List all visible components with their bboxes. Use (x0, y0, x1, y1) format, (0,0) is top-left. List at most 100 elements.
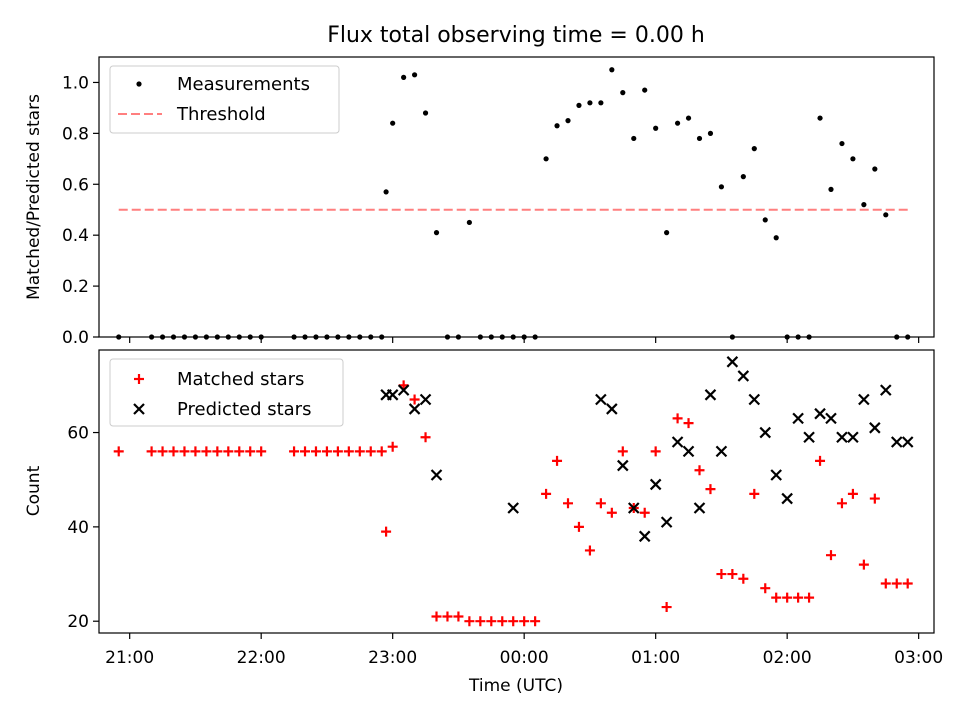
bottom-marks (113, 356, 914, 627)
y-tick-label: 1.0 (62, 73, 89, 93)
predicted-stars-point (682, 445, 695, 458)
legend-plus-marker (134, 374, 144, 384)
predicted-stars-point (671, 436, 684, 448)
measurement-point (685, 115, 692, 121)
matched-stars-point (793, 592, 804, 603)
bottom-legend: Matched stars Predicted stars (109, 358, 344, 427)
x-tick-label: 03:00 (894, 648, 943, 668)
measurement-point (422, 110, 429, 116)
matched-stars-point (541, 488, 552, 499)
matched-stars-point (804, 592, 815, 603)
matched-stars-point (113, 446, 124, 457)
matched-stars-point (530, 616, 541, 627)
matched-stars-point (782, 592, 793, 603)
predicted-stars-point (408, 403, 421, 415)
predicted-stars-point (704, 389, 717, 401)
x-tick-label: 02:00 (763, 648, 812, 668)
legend-label-measurements: Measurements (177, 74, 310, 95)
matched-stars-point (815, 455, 826, 466)
matched-stars-point (387, 441, 398, 452)
matched-stars-point (617, 446, 628, 457)
matched-stars-point (409, 394, 420, 405)
matched-stars-point (365, 446, 376, 457)
top-ylabel: Matched/Predicted stars (24, 94, 44, 300)
matched-stars-point (891, 578, 902, 589)
matched-stars-point (256, 446, 267, 457)
matched-stars-point (332, 446, 343, 457)
measurement-point (598, 100, 604, 106)
bottom-panel: 20 40 60 21:00 22:00 23:00 00:00 01:00 02:00 03:… (24, 349, 943, 696)
x-tick-label: 21:00 (105, 648, 154, 668)
predicted-stars-point (617, 459, 629, 472)
measurement-point (565, 118, 571, 124)
matched-stars-point (902, 578, 913, 589)
matched-stars-point (508, 616, 519, 627)
predicted-stars-point (693, 502, 706, 514)
matched-stars-point (771, 592, 782, 603)
predicted-stars-point (397, 384, 410, 396)
predicted-stars-point (792, 412, 804, 425)
matched-stars-point (552, 455, 563, 466)
matched-stars-point (869, 493, 880, 504)
matched-stars-point (343, 446, 354, 457)
y-tick-label: 0.4 (62, 226, 89, 246)
y-tick-label: 0.0 (62, 328, 89, 348)
predicted-stars-point (638, 530, 651, 543)
measurement-point (828, 186, 834, 192)
matched-stars-point (727, 569, 738, 580)
predicted-stars-point (386, 389, 399, 401)
predicted-stars-point (715, 445, 728, 458)
measurement-point (554, 123, 560, 129)
measurement-point (390, 120, 396, 126)
matched-stars-point (168, 446, 179, 457)
predicted-stars-point (858, 393, 870, 406)
matched-stars-point (223, 446, 234, 457)
measurement-point (751, 146, 757, 152)
measurement-point (642, 87, 648, 93)
matched-stars-point (179, 446, 190, 457)
measurement-point (664, 230, 670, 236)
measurement-point (740, 174, 746, 180)
legend-box (109, 358, 344, 427)
matched-stars-point (497, 616, 508, 627)
predicted-stars-point (430, 469, 443, 481)
measurement-point (850, 156, 856, 162)
matched-stars-point (760, 583, 771, 594)
top-frame (98, 56, 935, 338)
x-axis-label: Time (UTC) (468, 676, 563, 696)
matched-stars-point (381, 526, 392, 537)
matched-stars-point (683, 418, 694, 429)
measurement-point (707, 130, 714, 136)
matched-stars-point (431, 611, 442, 622)
measurement-point (773, 235, 779, 241)
bottom-xticks: 21:00 22:00 23:00 00:00 01:00 02:00 03:00 (105, 633, 943, 668)
y-tick-label: 60 (67, 424, 89, 444)
bottom-yticks: 20 40 60 (67, 424, 99, 632)
predicted-stars-point (737, 370, 750, 382)
legend-label-threshold: Threshold (176, 104, 266, 125)
matched-stars-point (584, 545, 595, 556)
bottom-ylabel: Count (24, 465, 44, 516)
matched-stars-point (825, 550, 836, 561)
matched-stars-point (672, 413, 683, 424)
measurement-point (839, 140, 845, 147)
measurement-point (631, 135, 637, 142)
measurement-point (620, 90, 626, 96)
measurement-point (861, 202, 867, 208)
measurement-point (609, 67, 615, 73)
matched-stars-point (289, 446, 300, 457)
measurement-point (817, 115, 823, 121)
measurement-point (401, 74, 407, 80)
matched-stars-point (880, 578, 891, 589)
predicted-stars-point (726, 356, 739, 368)
predicted-stars-point (803, 431, 815, 444)
predicted-stars-point (847, 431, 859, 444)
x-tick-label: 22:00 (237, 648, 286, 668)
matched-stars-point (606, 507, 617, 518)
matched-stars-point (836, 498, 847, 509)
matched-stars-point (475, 616, 486, 627)
matched-stars-point (858, 559, 869, 570)
predicted-stars-point (836, 431, 848, 444)
matched-stars-point (420, 432, 431, 443)
chart-title: Flux total observing time = 0.00 h (327, 23, 705, 48)
